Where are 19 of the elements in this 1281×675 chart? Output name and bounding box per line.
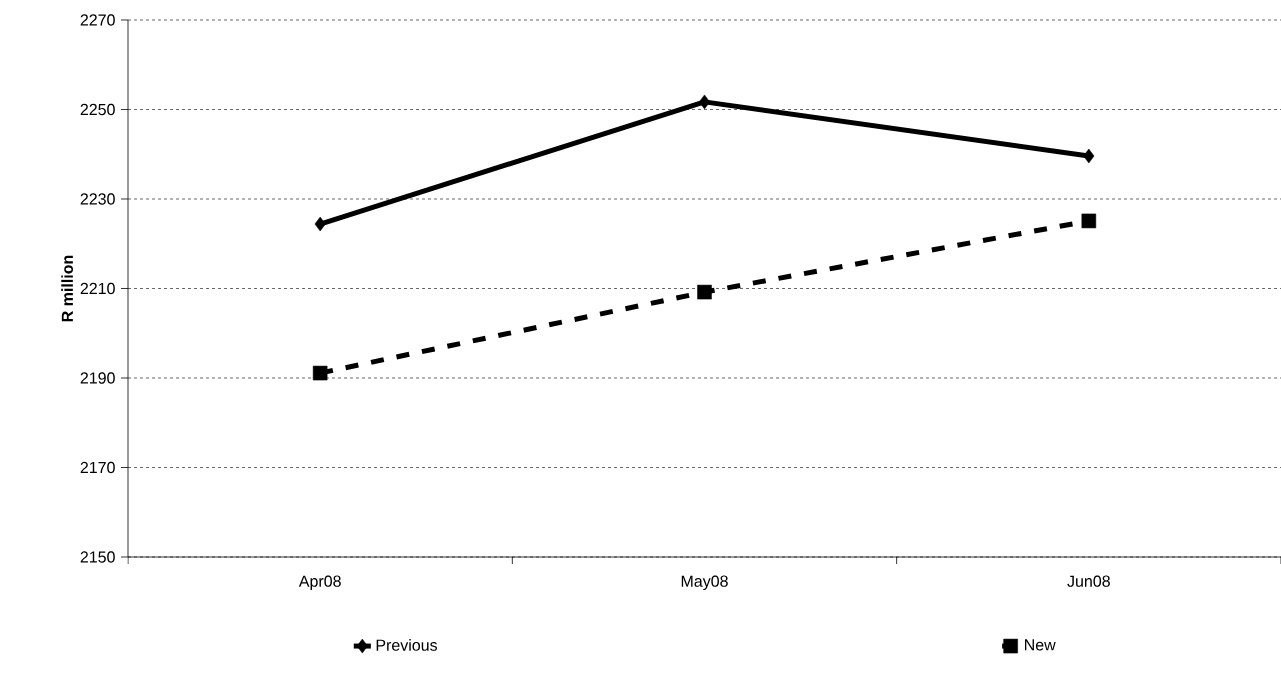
y-tick-label: 2150 bbox=[80, 551, 115, 563]
y-tick-label: 2190 bbox=[80, 372, 115, 384]
y-tick-label: 2270 bbox=[80, 14, 115, 26]
y-axis-title: R million bbox=[61, 255, 74, 322]
point bbox=[314, 216, 326, 232]
x-tick-label: May08 bbox=[681, 575, 728, 591]
legend-label: New bbox=[1025, 639, 1056, 651]
point bbox=[1081, 213, 1097, 229]
point bbox=[698, 94, 710, 110]
y-tick-label: 2210 bbox=[80, 282, 115, 295]
x-tick-label: Jun08 bbox=[1067, 575, 1110, 587]
point bbox=[312, 365, 328, 381]
y-tick-label: 2170 bbox=[80, 461, 115, 474]
legend-label: Previous bbox=[376, 639, 438, 651]
point bbox=[1083, 148, 1095, 164]
y-tick-label: 2250 bbox=[80, 103, 115, 116]
y-tick-label: 2230 bbox=[80, 193, 115, 205]
point bbox=[697, 284, 712, 300]
x-tick-label: Apr08 bbox=[298, 575, 341, 591]
